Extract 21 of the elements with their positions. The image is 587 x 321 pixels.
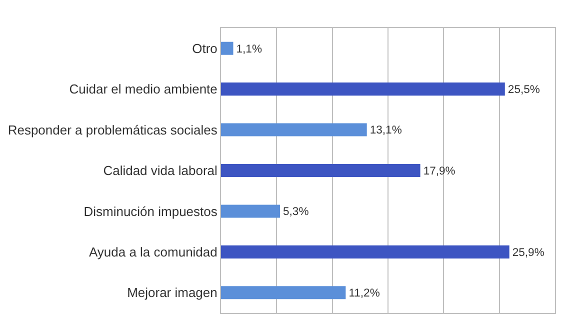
data-label: 25,9%	[512, 246, 544, 259]
data-label: 11,2%	[348, 288, 380, 300]
bar	[221, 164, 420, 178]
data-label: 25,5%	[508, 84, 540, 96]
bar	[221, 82, 505, 96]
y-tick-label: Responder a problemáticas sociales	[8, 122, 218, 138]
y-tick-label: Disminución impuestos	[84, 204, 218, 219]
bar	[221, 42, 234, 55]
y-tick-label: Cuidar el medio ambiente	[69, 82, 218, 97]
bar	[221, 245, 510, 258]
y-tick-label: Otro	[192, 40, 218, 56]
y-tick-label: Calidad vida laboral	[103, 163, 218, 178]
bar	[221, 123, 367, 136]
data-label: 17,9%	[423, 165, 456, 178]
data-label: 5,3%	[283, 206, 309, 218]
bar	[221, 204, 280, 218]
data-label: 1,1%	[236, 43, 262, 56]
bar	[221, 286, 346, 300]
data-label: 13,1%	[370, 124, 402, 137]
y-tick-label: Ayuda a la comunidad	[88, 244, 218, 260]
y-tick-label: Mejorar imagen	[127, 285, 218, 300]
